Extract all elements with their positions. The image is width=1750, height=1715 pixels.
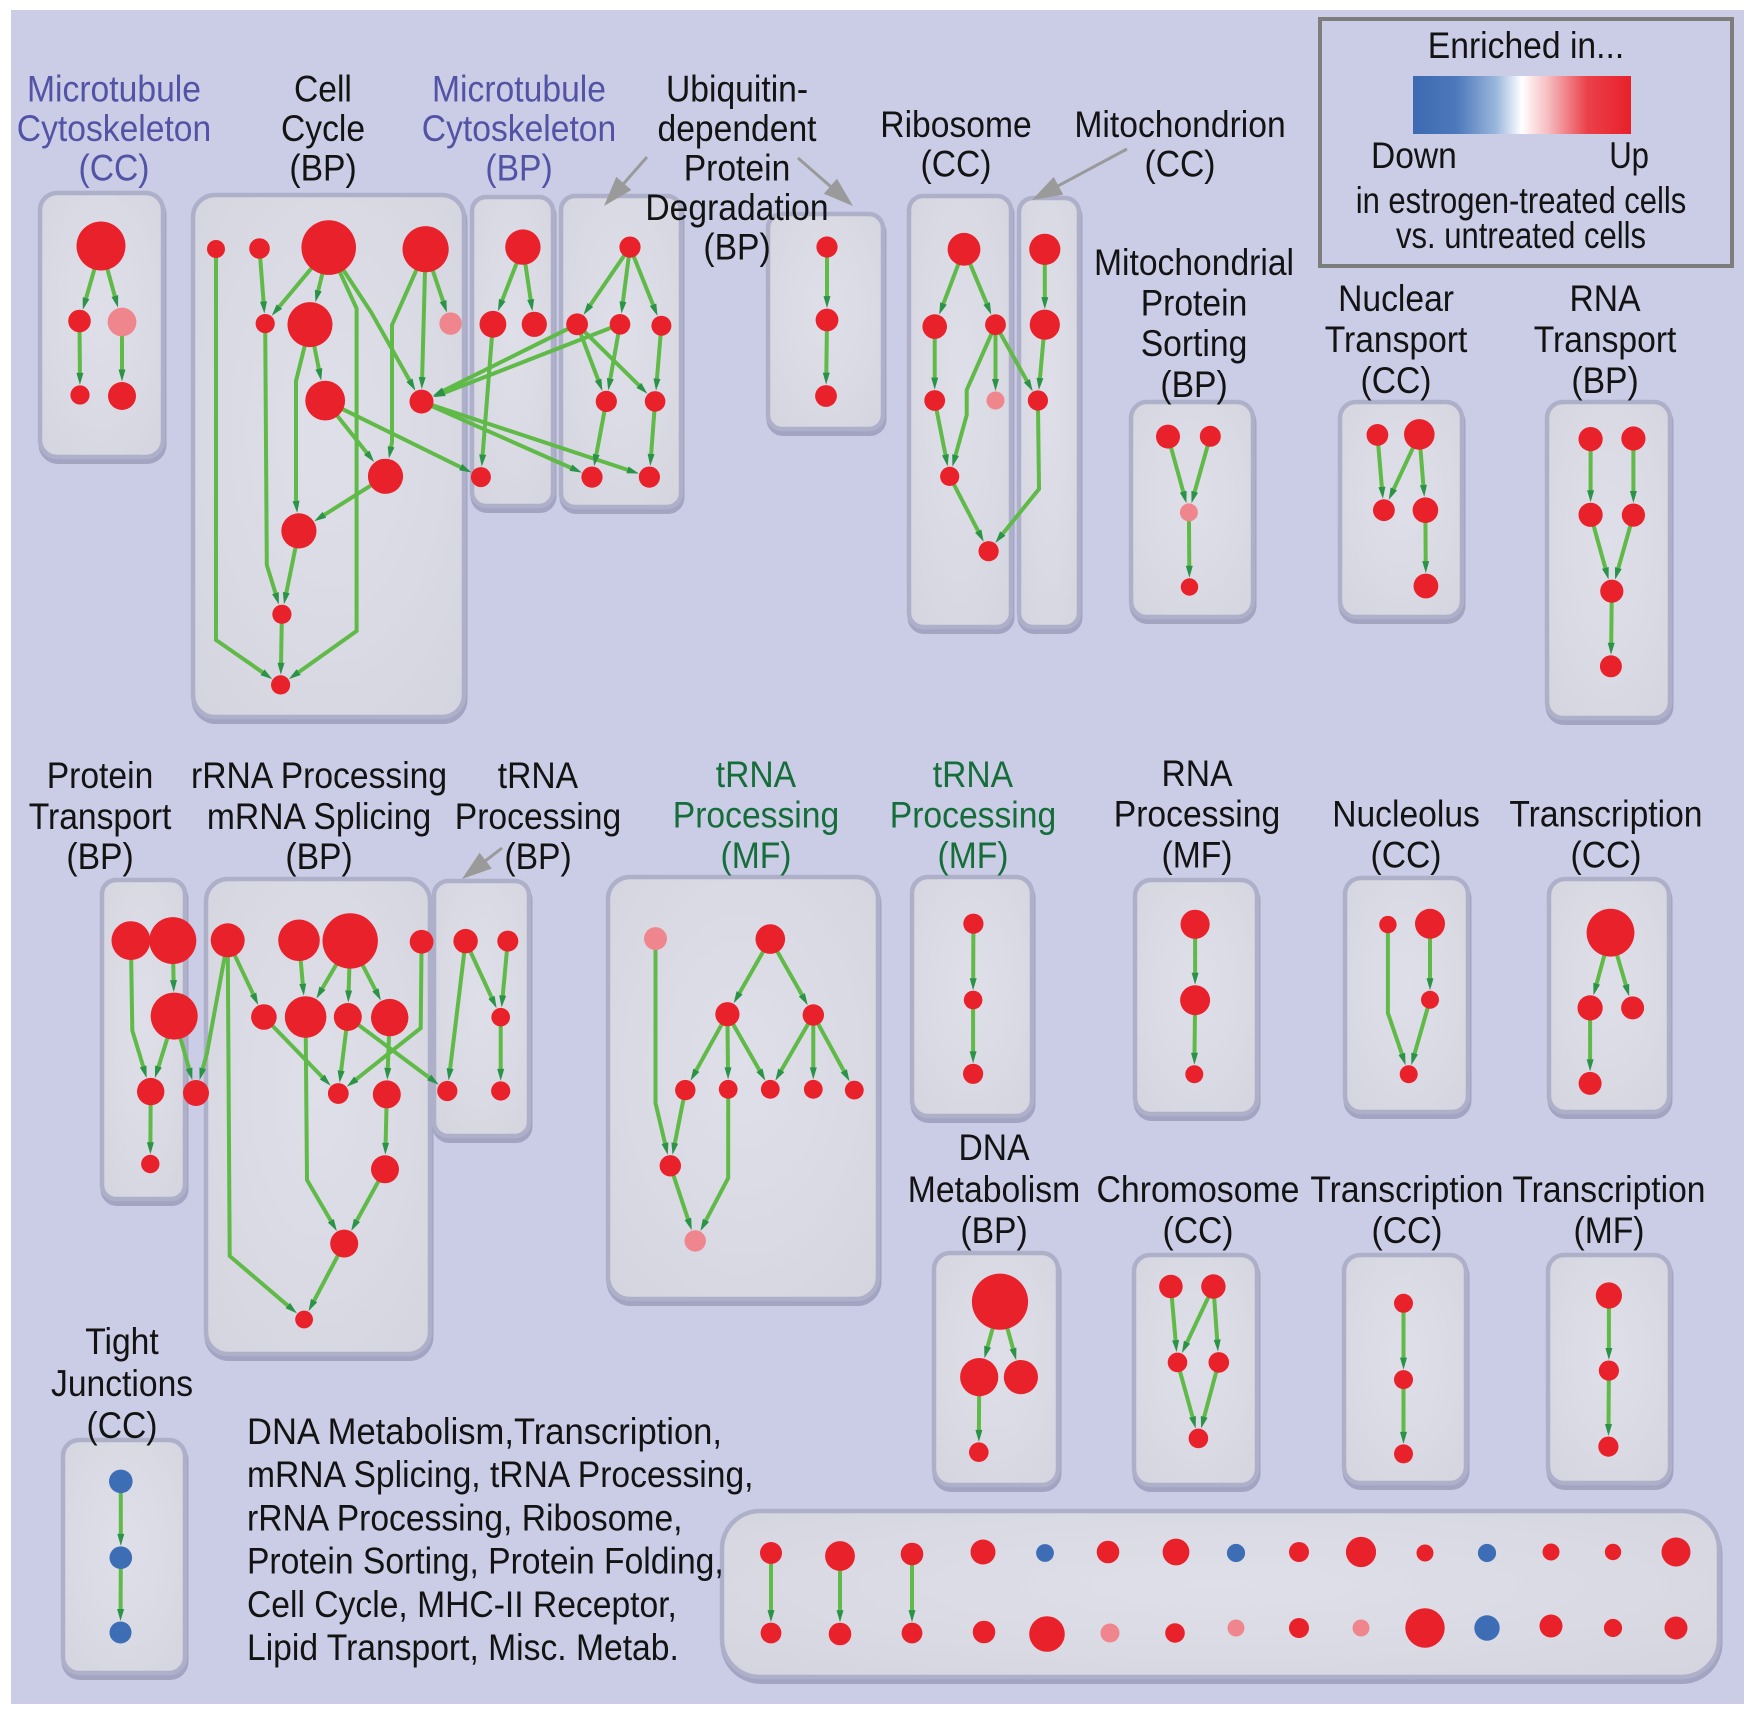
- svg-text:Cytoskeleton: Cytoskeleton: [422, 108, 616, 149]
- svg-text:dependent: dependent: [658, 108, 818, 149]
- svg-text:Ubiquitin-: Ubiquitin-: [666, 69, 808, 110]
- svg-text:(MF): (MF): [721, 835, 792, 876]
- svg-text:Transport: Transport: [29, 796, 172, 837]
- svg-text:RNA: RNA: [1162, 753, 1233, 794]
- svg-text:(BP): (BP): [1571, 360, 1638, 401]
- svg-text:Mitochondrion: Mitochondrion: [1074, 104, 1285, 145]
- svg-text:Cycle: Cycle: [281, 108, 365, 149]
- svg-text:(CC): (CC): [1163, 1210, 1234, 1251]
- svg-text:Metabolism: Metabolism: [908, 1169, 1080, 1210]
- svg-text:(BP): (BP): [703, 227, 770, 268]
- svg-text:Down: Down: [1371, 135, 1457, 176]
- svg-text:rRNA Processing: rRNA Processing: [191, 755, 447, 796]
- svg-text:Transport: Transport: [1534, 319, 1677, 360]
- svg-text:Nuclear: Nuclear: [1338, 278, 1454, 319]
- svg-text:tRNA: tRNA: [716, 754, 797, 795]
- svg-text:Transcription: Transcription: [1509, 794, 1702, 835]
- svg-text:(MF): (MF): [938, 835, 1009, 876]
- svg-text:(BP): (BP): [285, 836, 352, 877]
- svg-text:Protein: Protein: [47, 755, 154, 796]
- svg-text:Lipid Transport, Misc. Metab.: Lipid Transport, Misc. Metab.: [247, 1627, 679, 1668]
- svg-text:Processing: Processing: [673, 795, 839, 836]
- svg-text:Protein Sorting, Protein Foldi: Protein Sorting, Protein Folding,: [247, 1541, 724, 1582]
- svg-text:(CC): (CC): [1372, 1210, 1443, 1251]
- svg-text:Ribosome: Ribosome: [880, 104, 1031, 145]
- svg-text:Enriched in...: Enriched in...: [1428, 25, 1624, 66]
- svg-text:Nucleolus: Nucleolus: [1332, 794, 1480, 835]
- svg-text:Tight: Tight: [85, 1321, 159, 1362]
- svg-text:Processing: Processing: [455, 796, 621, 837]
- svg-text:(CC): (CC): [1371, 835, 1442, 876]
- svg-text:Processing: Processing: [1114, 794, 1280, 835]
- svg-text:Microtubule: Microtubule: [432, 69, 606, 110]
- svg-text:(BP): (BP): [66, 836, 133, 877]
- svg-text:Transcription: Transcription: [1512, 1169, 1705, 1210]
- svg-text:Cell Cycle, MHC-II Receptor,: Cell Cycle, MHC-II Receptor,: [247, 1584, 677, 1625]
- svg-text:(BP): (BP): [960, 1210, 1027, 1251]
- svg-text:(CC): (CC): [1361, 360, 1432, 401]
- svg-text:tRNA: tRNA: [933, 754, 1014, 795]
- svg-text:Protein: Protein: [684, 148, 791, 189]
- svg-text:Up: Up: [1609, 135, 1649, 176]
- svg-text:(CC): (CC): [1571, 835, 1642, 876]
- svg-text:(BP): (BP): [289, 148, 356, 189]
- svg-text:Protein: Protein: [1141, 283, 1248, 324]
- svg-text:Sorting: Sorting: [1141, 323, 1248, 364]
- svg-text:Transport: Transport: [1325, 319, 1468, 360]
- svg-text:mRNA Splicing, tRNA Processing: mRNA Splicing, tRNA Processing,: [247, 1454, 754, 1495]
- svg-text:(MF): (MF): [1574, 1210, 1645, 1251]
- svg-text:Microtubule: Microtubule: [27, 69, 201, 110]
- svg-text:(CC): (CC): [87, 1405, 158, 1446]
- svg-text:vs. untreated cells: vs. untreated cells: [1396, 215, 1646, 256]
- svg-text:Junctions: Junctions: [51, 1363, 193, 1404]
- svg-text:Degradation: Degradation: [645, 187, 828, 228]
- svg-text:Chromosome: Chromosome: [1097, 1169, 1300, 1210]
- svg-text:(MF): (MF): [1162, 835, 1233, 876]
- svg-text:Cell: Cell: [294, 69, 352, 110]
- svg-text:Mitochondrial: Mitochondrial: [1094, 242, 1294, 283]
- svg-text:(CC): (CC): [921, 144, 992, 185]
- svg-text:tRNA: tRNA: [498, 755, 579, 796]
- svg-text:rRNA Processing, Ribosome,: rRNA Processing, Ribosome,: [247, 1497, 683, 1538]
- svg-text:(BP): (BP): [485, 148, 552, 189]
- svg-text:RNA: RNA: [1570, 278, 1641, 319]
- svg-text:in estrogen-treated cells: in estrogen-treated cells: [1356, 180, 1687, 221]
- svg-text:Transcription: Transcription: [1310, 1169, 1503, 1210]
- svg-text:(BP): (BP): [504, 836, 571, 877]
- svg-text:mRNA Splicing: mRNA Splicing: [207, 796, 431, 837]
- svg-text:(CC): (CC): [1145, 144, 1216, 185]
- svg-text:DNA: DNA: [959, 1127, 1030, 1168]
- svg-text:Processing: Processing: [890, 795, 1056, 836]
- svg-text:(BP): (BP): [1160, 364, 1227, 405]
- svg-text:Cytoskeleton: Cytoskeleton: [17, 108, 211, 149]
- svg-text:(CC): (CC): [79, 148, 150, 189]
- svg-text:DNA Metabolism,Transcription,: DNA Metabolism,Transcription,: [247, 1411, 722, 1452]
